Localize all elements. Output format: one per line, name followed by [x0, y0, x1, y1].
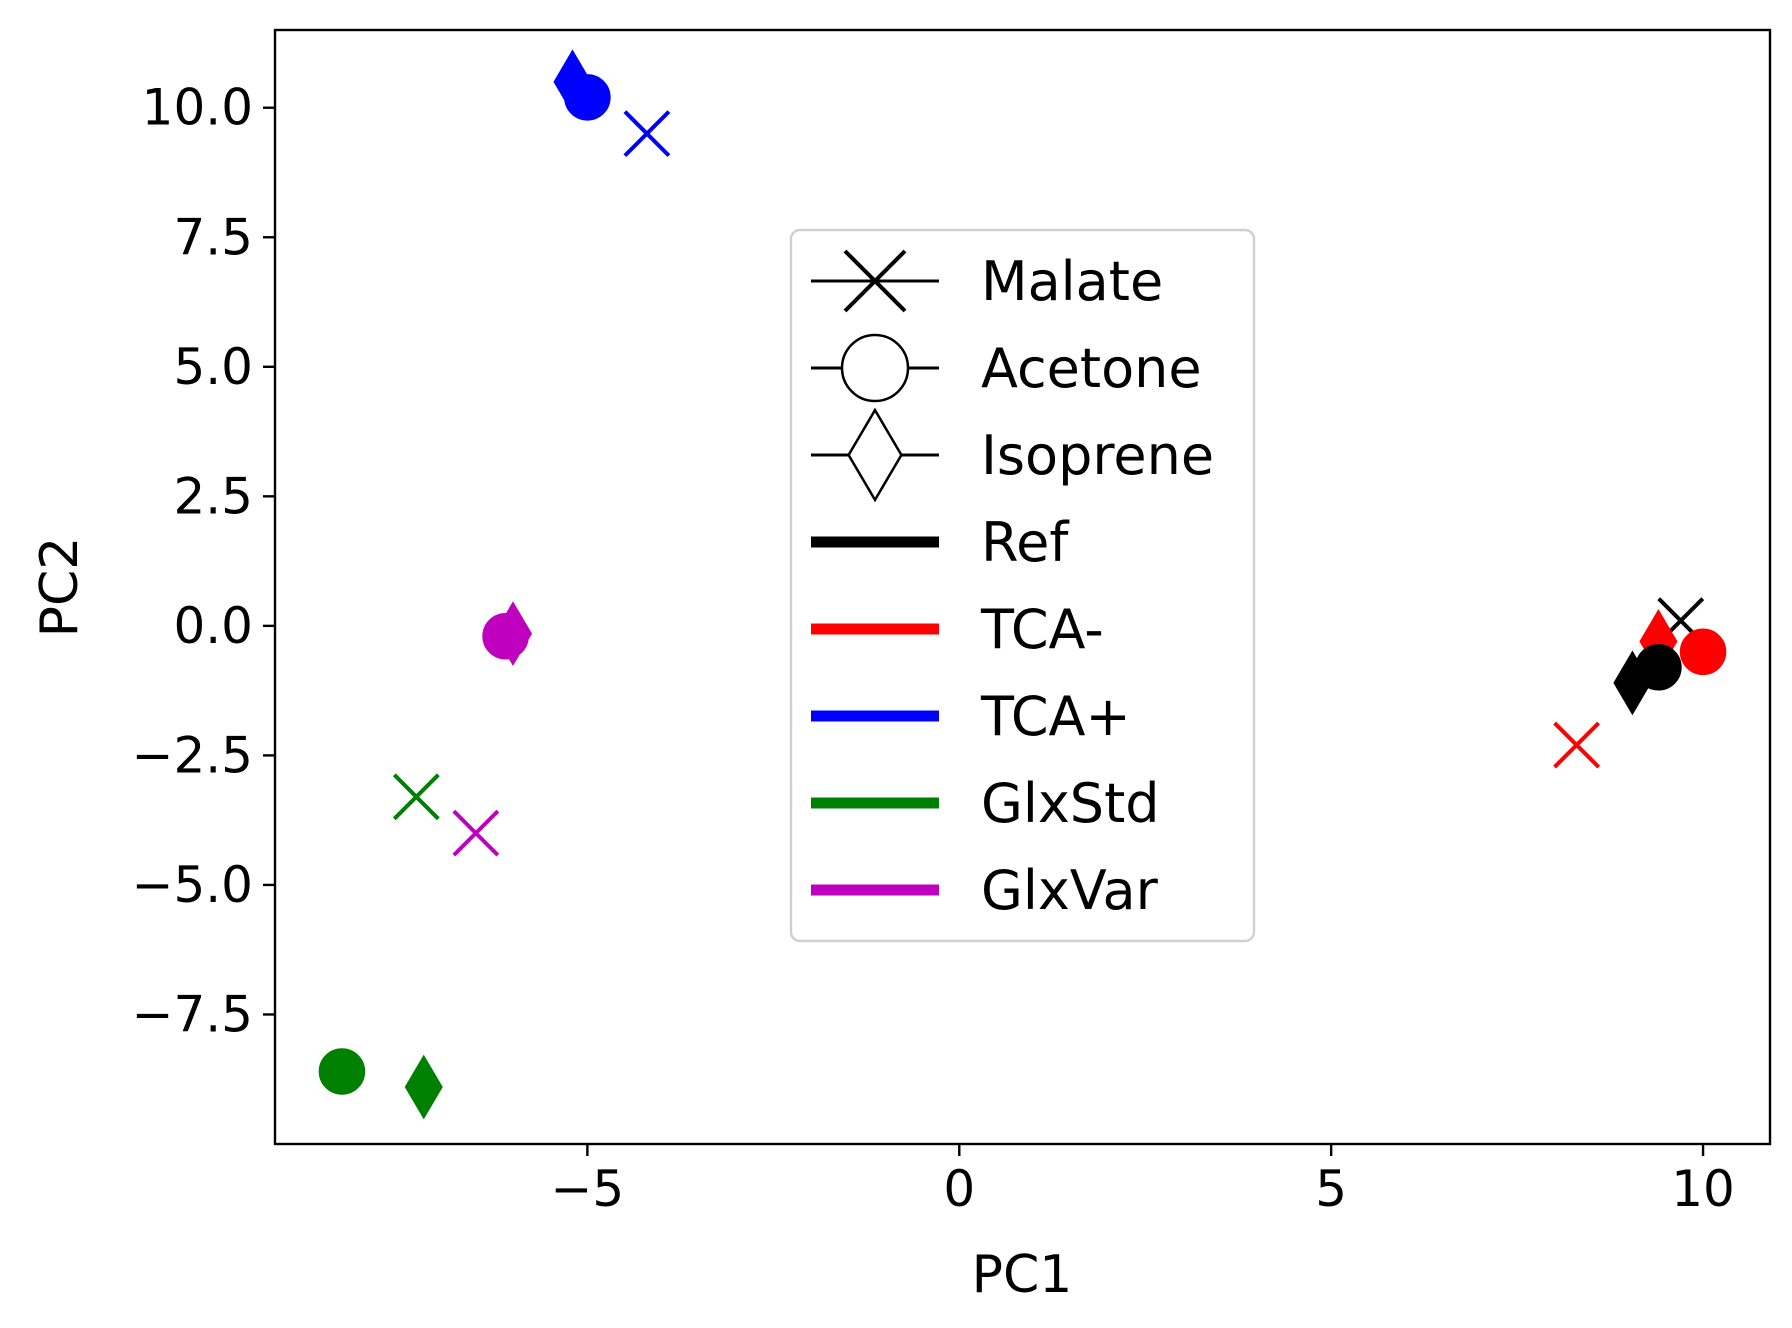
data-point-tca-malate — [1553, 721, 1601, 769]
data-point-glxvar-malate-shape — [452, 809, 500, 857]
legend-item-glxstd: GlxStd — [811, 772, 1160, 835]
y-tick-label: −5.0 — [132, 856, 253, 914]
legend-item-malate: Malate — [811, 249, 1163, 313]
legend-item-tca: TCA- — [811, 598, 1104, 661]
legend-label: Isoprene — [981, 424, 1214, 487]
y-tick-label: 7.5 — [173, 208, 253, 266]
y-axis-ticks: 10.0 7.5 5.0 2.5 0.0 −2.5 −5.0 −7.5 — [132, 79, 275, 1043]
y-tick-label: 2.5 — [173, 467, 253, 525]
x-tick-label: 10 — [1671, 1160, 1735, 1218]
data-point-tca-malate-shape — [1553, 721, 1601, 769]
legend-label: GlxStd — [981, 772, 1160, 835]
data-point-tca-acetone-shape — [564, 74, 611, 121]
x-axis-label: PC1 — [972, 1245, 1073, 1305]
legend-marker-acetone — [840, 333, 910, 403]
legend-marker-malate — [843, 249, 907, 313]
legend-marker-acetone-shape — [840, 333, 910, 403]
legend-item-ref: Ref — [811, 511, 1070, 574]
legend-item-acetone: Acetone — [811, 333, 1202, 403]
y-tick-label: 0.0 — [173, 597, 253, 655]
data-point-glxstd-malate-shape — [392, 773, 440, 821]
legend: Malate Acetone Isoprene Ref TCA- TCA+ GlxStd Gl… — [789, 228, 1256, 943]
y-tick-label: 5.0 — [173, 338, 253, 396]
legend-item-isoprene: Isoprene — [811, 407, 1214, 503]
legend-item-tca: TCA+ — [811, 685, 1131, 748]
y-tick-label: −7.5 — [132, 985, 253, 1043]
legend-label: TCA+ — [980, 685, 1131, 748]
legend-label: GlxVar — [981, 859, 1159, 922]
data-point-glxvar-malate — [452, 809, 500, 857]
data-point-tca-acetone — [564, 74, 611, 121]
data-point-glxvar-isoprene — [493, 601, 533, 667]
legend-marker-isoprene — [847, 407, 903, 503]
legend-label: Ref — [981, 511, 1070, 574]
data-point-glxstd-acetone — [318, 1048, 366, 1095]
legend-item-glxvar: GlxVar — [811, 859, 1159, 922]
y-tick-label: 10.0 — [142, 79, 253, 137]
legend-marker-malate-shape — [843, 249, 907, 313]
data-point-tca-malate-shape — [623, 110, 671, 158]
x-axis-ticks: −5 0 5 10 — [551, 1144, 1735, 1218]
data-point-glxstd-isoprene — [404, 1054, 443, 1120]
points-layer — [318, 49, 1727, 1120]
y-axis-label: PC2 — [30, 537, 90, 638]
x-tick-label: −5 — [551, 1160, 625, 1218]
legend-box — [789, 228, 1256, 943]
data-point-tca-acetone-shape — [1679, 628, 1727, 676]
legend-label: TCA- — [980, 598, 1104, 661]
data-point-glxstd-acetone-shape — [318, 1048, 366, 1095]
y-tick-label: −2.5 — [132, 726, 253, 784]
legend-label: Acetone — [981, 337, 1202, 400]
legend-label: Malate — [981, 250, 1163, 313]
data-point-tca-acetone — [1679, 628, 1727, 676]
data-point-ref-isoprene — [1613, 650, 1652, 716]
data-point-glxvar-isoprene-shape — [493, 601, 533, 667]
data-point-tca-malate — [623, 110, 671, 158]
data-point-ref-isoprene-shape — [1613, 650, 1652, 716]
x-tick-label: 5 — [1315, 1160, 1347, 1218]
legend-marker-isoprene-shape — [847, 407, 903, 503]
data-point-glxstd-malate — [392, 773, 440, 821]
x-tick-label: 0 — [943, 1160, 975, 1218]
data-point-glxstd-isoprene-shape — [404, 1054, 443, 1120]
plot-frame — [273, 28, 1772, 1146]
